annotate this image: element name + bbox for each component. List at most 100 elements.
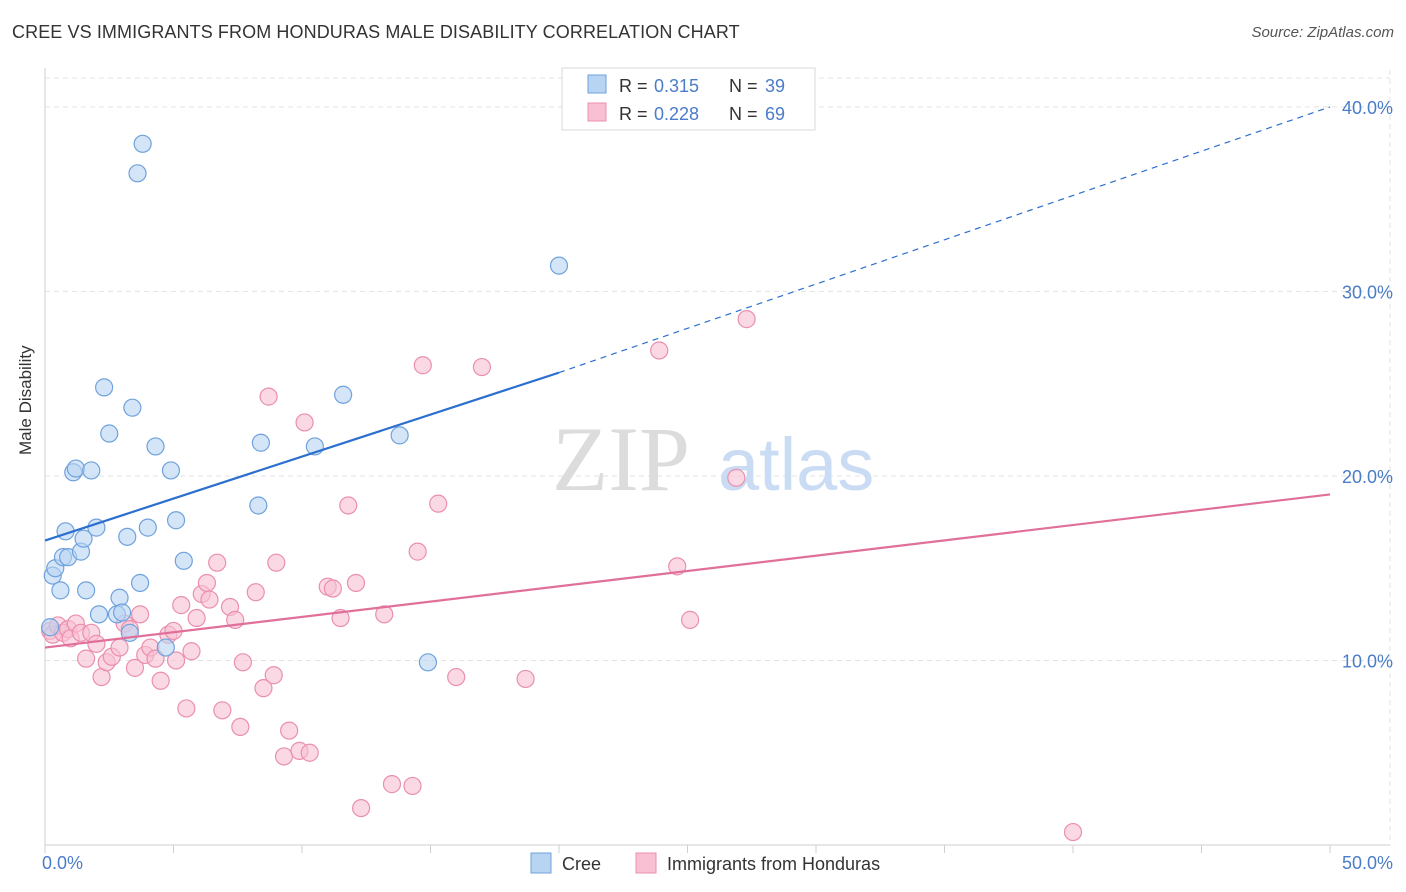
point-honduras [264,666,283,685]
point-honduras [130,605,150,624]
point-honduras [403,776,422,796]
source-credit: Source: ZipAtlas.com [1251,24,1394,41]
y-tick-label: 10.0% [1342,651,1393,671]
watermark: ZIP atlas [552,408,874,510]
point-cree [95,378,114,397]
watermark-zip: ZIP [552,408,690,510]
point-honduras [231,717,250,737]
point-cree [118,527,137,546]
point-cree [112,603,132,622]
points-cree [41,134,569,672]
point-honduras [300,743,319,762]
legend-bottom-label-cree: Cree [562,854,601,874]
point-honduras [339,496,358,515]
legend-bottom-label-honduras: Immigrants from Honduras [667,854,880,874]
legend-bottom: Cree Immigrants from Honduras [530,852,880,874]
point-cree [156,638,175,657]
y-tick-label: 30.0% [1342,282,1393,302]
point-honduras [146,649,165,668]
point-cree [251,433,270,452]
point-honduras [274,747,294,766]
point-cree [549,256,569,275]
x-tick-label: 50.0% [1342,853,1393,873]
point-honduras [472,357,491,377]
point-honduras [295,413,314,432]
point-honduras [208,553,227,572]
point-cree [82,461,101,480]
point-cree [146,437,165,456]
point-cree [89,605,109,624]
point-honduras [246,583,265,602]
point-cree [174,551,193,570]
point-honduras [166,651,186,670]
point-honduras [408,542,427,561]
point-honduras [187,608,206,628]
y-tick-label: 20.0% [1342,467,1393,487]
legend-n-value-cree: 39 [765,76,785,96]
point-cree [161,461,181,480]
point-honduras [346,573,366,593]
point-honduras [87,634,106,653]
point-honduras [516,669,535,689]
legend-bottom-swatch-cree [530,852,552,874]
point-honduras [737,310,756,329]
trend-line-honduras [44,493,1331,649]
point-honduras [77,649,96,668]
legend-n-label-honduras: N = [729,104,758,124]
y-axis-title-wrap: Male Disability [16,345,36,455]
x-tick-label: 0.0% [42,853,83,873]
point-honduras [213,701,232,720]
legend-swatch-cree [587,74,607,94]
legend-r-label-cree: R = [619,76,648,96]
y-tick-label: 40.0% [1342,98,1393,118]
y-axis-title: Male Disability [16,345,35,455]
axes [44,68,1390,853]
point-honduras [200,590,219,609]
point-honduras [650,341,669,360]
point-honduras [177,699,196,718]
point-cree [249,496,268,515]
legend-r-value-cree: 0.315 [654,76,699,96]
points-honduras [41,310,1083,842]
point-honduras [280,721,299,740]
point-cree [41,618,60,637]
legend-r-value-honduras: 0.228 [654,104,699,124]
point-honduras [447,667,466,687]
point-honduras [182,642,201,661]
point-honduras [110,638,129,657]
point-cree [128,164,147,183]
watermark-atlas: atlas [718,423,874,506]
grid-lines [45,70,1391,845]
legend-n-label-cree: N = [729,76,758,96]
point-cree [130,573,150,593]
trend-lines [44,106,1331,649]
legend-n-value-honduras: 69 [765,104,785,124]
point-honduras [429,494,448,513]
point-honduras [254,679,273,698]
point-honduras [233,653,252,672]
point-cree [133,134,152,153]
legend-bottom-swatch-honduras [635,852,657,874]
point-cree [100,424,119,443]
point-honduras [267,553,286,572]
trend-line-cree [44,371,560,542]
point-cree [77,581,96,600]
point-cree [51,581,70,600]
point-honduras [375,605,394,624]
legend-swatch-honduras [587,102,607,122]
point-cree [138,518,157,537]
point-honduras [413,356,432,375]
point-honduras [680,610,700,629]
point-honduras [151,671,170,690]
legend-r-label-honduras: R = [619,104,648,124]
point-cree [418,653,438,672]
point-cree [390,426,409,445]
point-honduras [382,775,402,794]
point-honduras [125,658,145,677]
point-cree [123,398,142,417]
point-honduras [1063,822,1083,842]
point-cree [74,529,93,548]
point-honduras [259,387,278,406]
point-cree [166,511,186,530]
